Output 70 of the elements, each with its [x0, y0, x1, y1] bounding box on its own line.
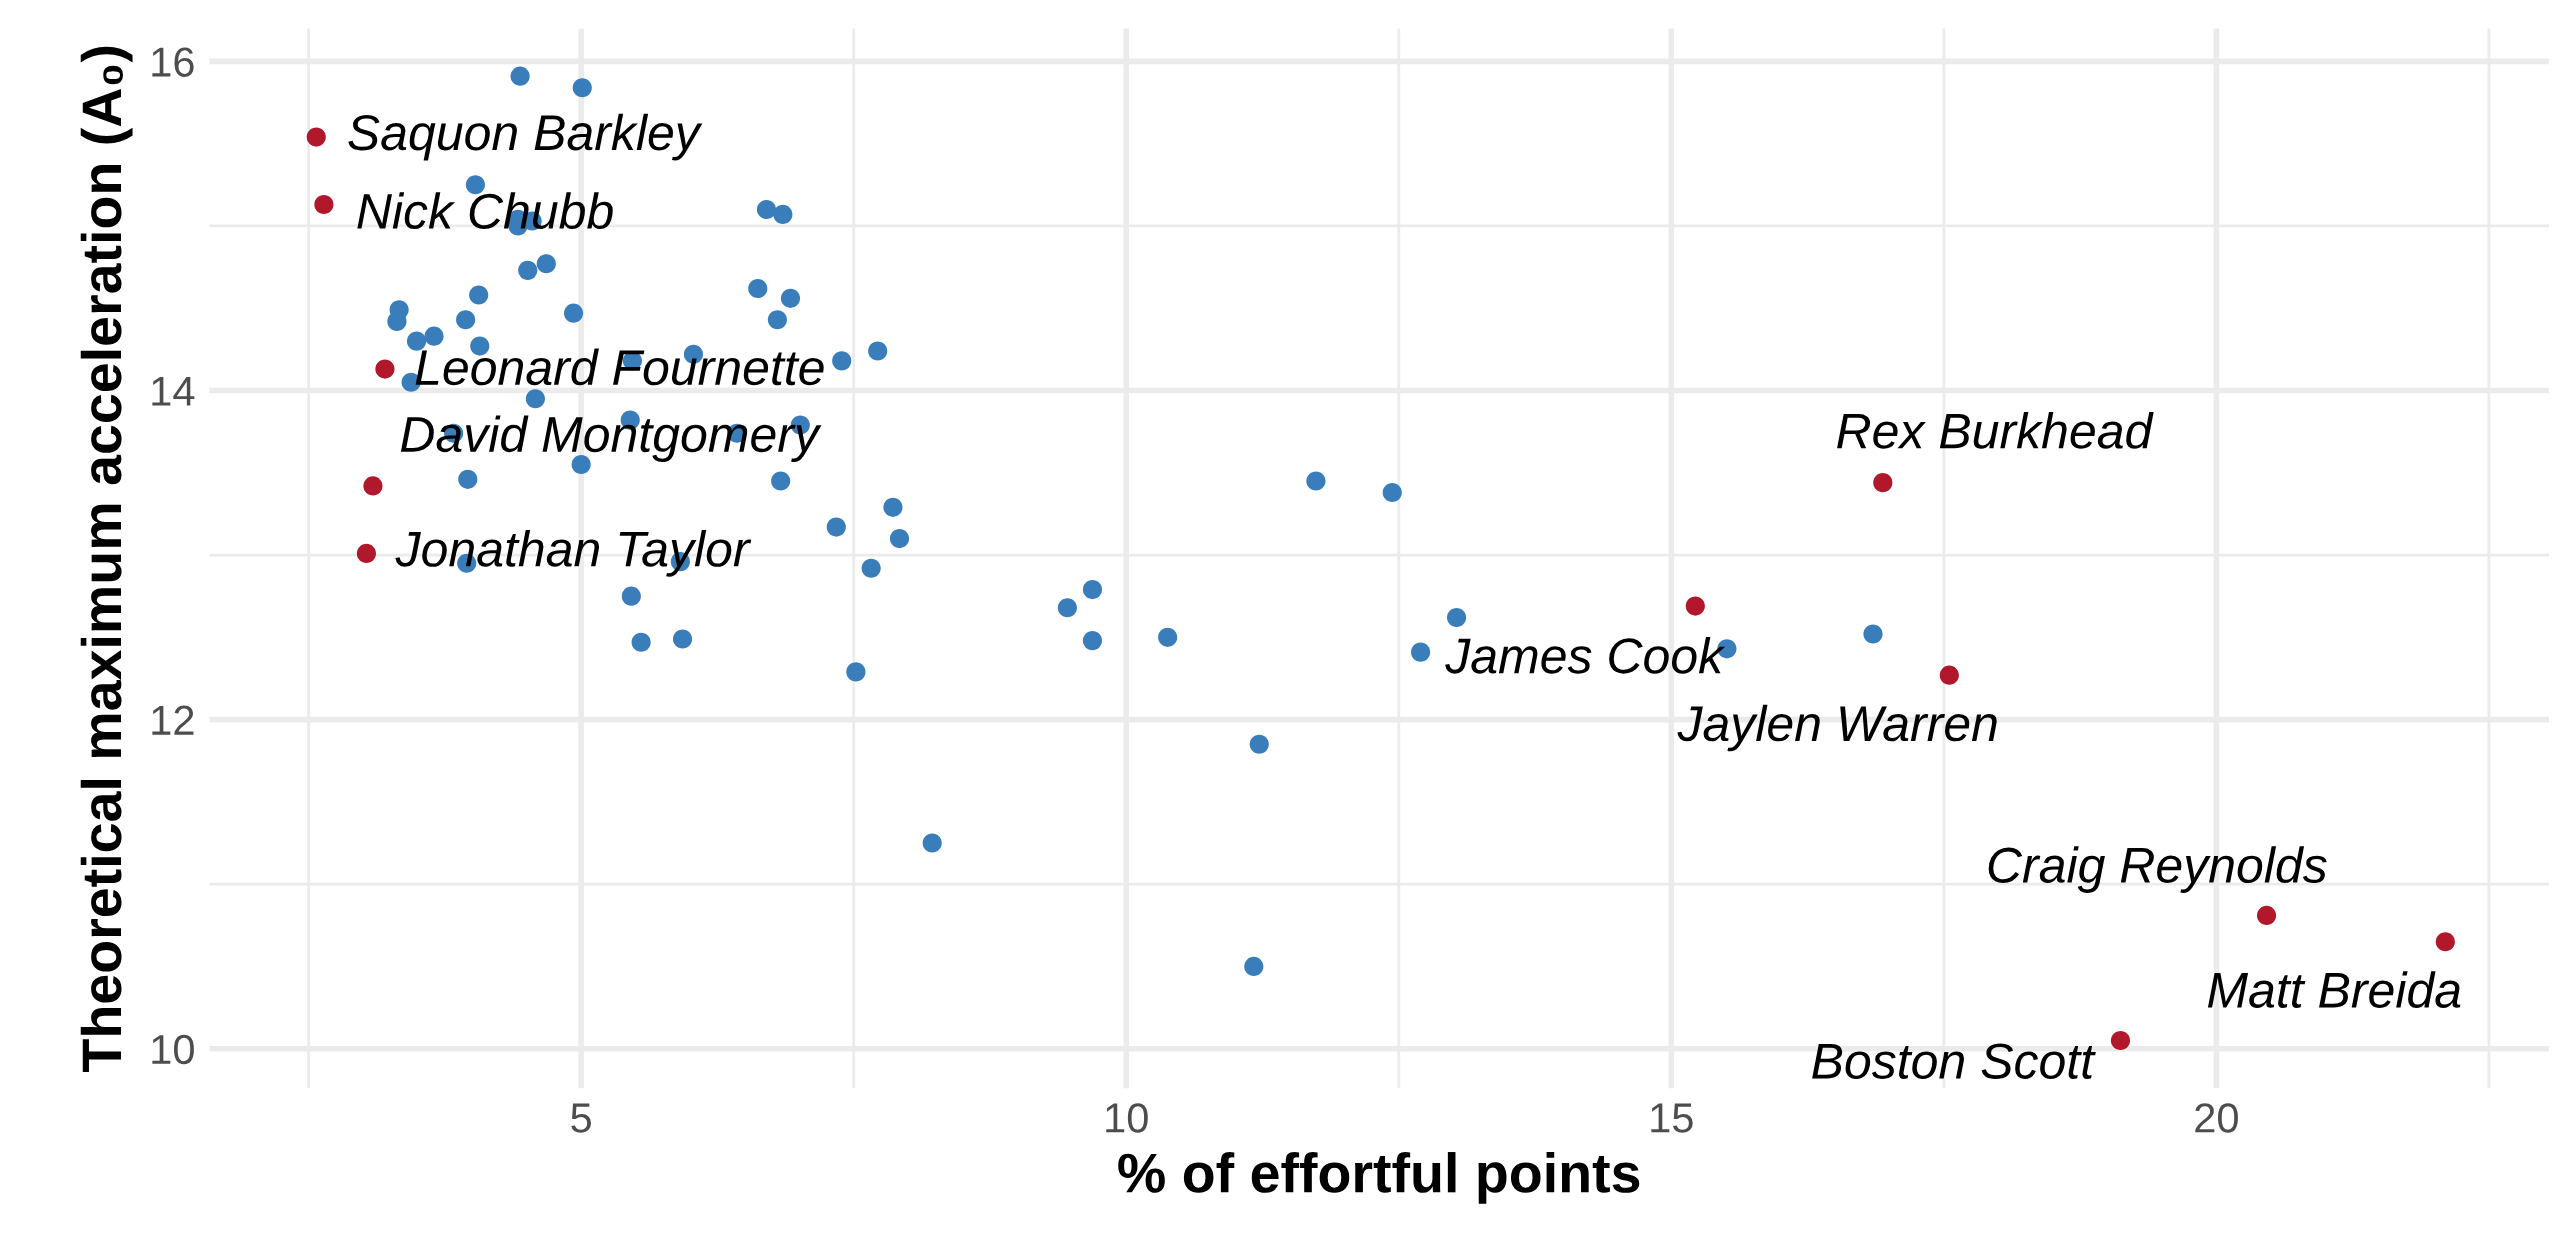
point [356, 543, 376, 563]
point [767, 310, 787, 330]
point [1685, 596, 1705, 616]
point [1082, 631, 1103, 651]
point [1411, 642, 1431, 662]
point [536, 254, 556, 274]
point [458, 469, 478, 489]
point [1873, 473, 1893, 493]
annotation: James Cook [1445, 636, 1726, 674]
point [621, 586, 641, 606]
point [1158, 627, 1178, 647]
point [375, 359, 395, 379]
point [672, 629, 693, 649]
x-tick-label: 15 [1651, 1103, 1693, 1133]
y-tick-label: 14 [152, 376, 195, 406]
annotation: Jonathan Taylor [395, 530, 752, 577]
point [780, 288, 801, 308]
x-axis-title: % of effortful points [1118, 1152, 1640, 1204]
point [922, 833, 942, 853]
point [387, 311, 407, 331]
y-tick-label: 10 [152, 1034, 194, 1065]
point [771, 471, 791, 491]
point [1249, 734, 1269, 754]
point [832, 351, 852, 371]
point [1082, 580, 1103, 600]
point [883, 497, 903, 517]
point [510, 66, 530, 86]
point [1306, 471, 1326, 491]
x-tick-label: 5 [571, 1103, 592, 1133]
point [563, 303, 584, 323]
point [572, 78, 592, 98]
point [1863, 624, 1883, 644]
point [424, 326, 444, 346]
point [1446, 608, 1467, 628]
point [868, 341, 888, 361]
point [826, 517, 846, 537]
annotation: Craig Reynolds [1988, 846, 2327, 893]
y-axis-title: Theoretical maximum acceleration (A₀) [80, 46, 133, 1072]
point [773, 204, 793, 224]
point [861, 558, 881, 578]
point [525, 389, 545, 409]
point [2110, 1030, 2131, 1051]
x-tick-label: 20 [2195, 1103, 2238, 1133]
y-tick-label: 16 [152, 47, 194, 77]
point [756, 199, 777, 220]
point [314, 194, 334, 215]
point [631, 632, 651, 652]
annotation: Matt Breida [2207, 971, 2461, 1008]
point [518, 260, 538, 280]
annotation: Boston Scott [1812, 1043, 2096, 1079]
point [456, 310, 476, 330]
point [363, 476, 383, 496]
x-tick-label: 10 [1106, 1103, 1148, 1133]
point [306, 127, 326, 147]
annotation: Jaylen Warren [1677, 704, 1997, 752]
annotation: Saquon Barkley [348, 113, 703, 161]
point [748, 278, 768, 299]
point [889, 529, 910, 549]
point [1244, 956, 1264, 976]
annotation: Nick Chubb [357, 192, 613, 230]
point [846, 662, 866, 682]
point [1382, 482, 1402, 503]
point [2435, 932, 2455, 952]
point [1939, 665, 1959, 685]
annotation: Rex Burkhead [1837, 412, 2154, 449]
y-tick-label: 12 [152, 705, 194, 735]
point [1057, 598, 1077, 618]
annotation: Leonard Fournette [415, 348, 824, 386]
point [2256, 905, 2277, 925]
point [469, 285, 489, 305]
